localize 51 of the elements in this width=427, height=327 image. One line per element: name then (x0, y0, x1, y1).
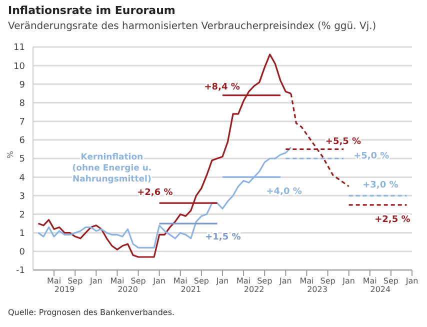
y-tick-label: -1 (16, 266, 25, 276)
annotation: +2,5 % (374, 214, 410, 225)
y-tick-label: 3 (19, 192, 25, 202)
y-tick-label: 1 (19, 229, 25, 240)
x-tick-label: Jan (278, 276, 292, 286)
y-tick-label: 7 (19, 118, 25, 128)
x-tick-label: Jan (404, 276, 418, 286)
annotation: +8,4 % (204, 82, 240, 92)
y-tick-label: 0 (19, 248, 26, 258)
x-tick-label: Sep (383, 276, 398, 286)
y-tick-label: 8 (19, 98, 26, 109)
annotation: +5,5 % (325, 137, 362, 148)
text: 2023 (307, 285, 328, 294)
y-tick-label: 11 (14, 43, 25, 54)
x-tick-label: Jan (342, 276, 356, 286)
annotation: +4,0 % (266, 187, 302, 198)
source-note: Quelle: Prognosen des Bankenverbandes. (8, 308, 175, 317)
text: 2021 (180, 285, 202, 294)
y-tick-label: 6 (19, 136, 26, 146)
x-tick-label: Jan (88, 276, 102, 286)
x-tick-label: Mai (236, 276, 251, 286)
text: 2020 (118, 285, 138, 294)
y-axis-title: % (6, 150, 15, 158)
x-tick-label: Mai (362, 276, 377, 286)
y-tick-label: 5 (19, 154, 25, 165)
chart-title: Inflationsrate im Euroraum (8, 4, 176, 17)
line-series (37, 146, 292, 248)
chart-subtitle: Veränderungsrate des harmonisierten Verbraucherpreisindex (% ggü. Vj.) (8, 21, 376, 32)
annotation: +2,6 % (137, 188, 173, 198)
text: 2019 (54, 285, 75, 294)
annotation: +1,5 % (205, 232, 241, 243)
x-tick-label: Sep (257, 276, 272, 286)
annotation: +5,0 % (354, 152, 390, 162)
x-tick-label: Sep (130, 276, 146, 286)
x-tick-label: Mai (47, 276, 62, 286)
y-tick-label: 10 (14, 62, 26, 72)
x-tick-label: Sep (320, 276, 336, 286)
x-tick-label: Mai (173, 276, 188, 286)
text: 2022 (244, 285, 264, 294)
y-tick-label: 4 (19, 173, 26, 184)
x-tick-label: Jan (152, 276, 166, 286)
y-tick-label: 2 (19, 210, 25, 220)
x-tick-label: Sep (68, 276, 83, 286)
text: 2024 (370, 285, 391, 294)
x-tick-label: Sep (194, 276, 209, 286)
x-tick-label: Jan (215, 276, 229, 286)
text: Kerninflation (ohne Energie u. Nahrungsmittel) (72, 152, 152, 184)
x-tick-label: Mai (300, 276, 314, 286)
y-tick-label: 9 (19, 80, 26, 90)
x-tick-label: Mai (110, 276, 124, 286)
annotation: +3,0 % (362, 180, 398, 191)
